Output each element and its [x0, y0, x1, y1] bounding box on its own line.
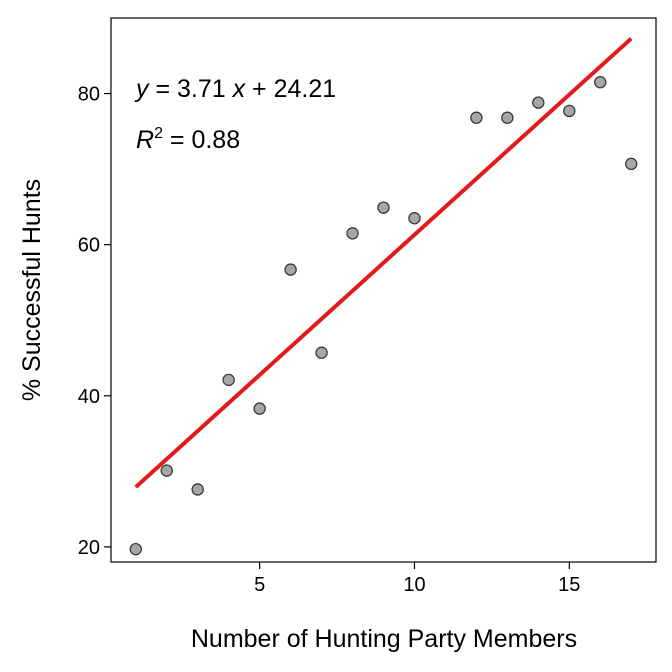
data-point [129, 542, 142, 556]
x-tick-label: 10 [403, 574, 425, 596]
data-point [253, 402, 266, 415]
x-tick-label: 15 [558, 574, 580, 596]
equation-slope: = 3.71 [149, 75, 233, 103]
regression-line-layer [134, 37, 633, 489]
data-point [563, 104, 576, 118]
data-point [222, 373, 235, 387]
r-squared-value: = 0.88 [163, 126, 240, 154]
x-axis-title: Number of Hunting Party Members [191, 625, 577, 653]
equation-y-var: y [134, 75, 150, 103]
data-point [501, 111, 514, 124]
r-squared-var: R [136, 126, 154, 154]
data-point [594, 76, 607, 89]
x-tick-label: 5 [254, 574, 265, 596]
data-point [377, 201, 390, 214]
data-points [129, 76, 638, 556]
regression-line [134, 37, 633, 489]
data-point [160, 464, 173, 477]
data-point [408, 212, 421, 225]
y-axis-title: % Successful Hunts [18, 179, 46, 401]
y-tick-label: 20 [78, 537, 100, 559]
data-point [346, 227, 359, 240]
regression-equation: y = 3.71 x + 24.21 [134, 75, 336, 103]
r-squared-exponent: 2 [154, 125, 163, 142]
y-tick-label: 40 [78, 386, 100, 408]
data-point [191, 483, 204, 496]
data-point [532, 96, 545, 109]
y-tick-label: 60 [78, 235, 100, 257]
data-point [284, 263, 297, 276]
y-tick-label: 80 [78, 84, 100, 106]
plot-panel-border [110, 17, 657, 563]
equation-x-var: x [232, 75, 247, 103]
equation-intercept: + 24.21 [245, 75, 336, 103]
data-point [625, 157, 638, 171]
r-squared-label: R2 = 0.88 [136, 125, 240, 154]
data-point [315, 346, 328, 359]
data-point [470, 111, 483, 124]
axis-ticks: 5 10 15 20 40 60 80 [78, 84, 581, 596]
